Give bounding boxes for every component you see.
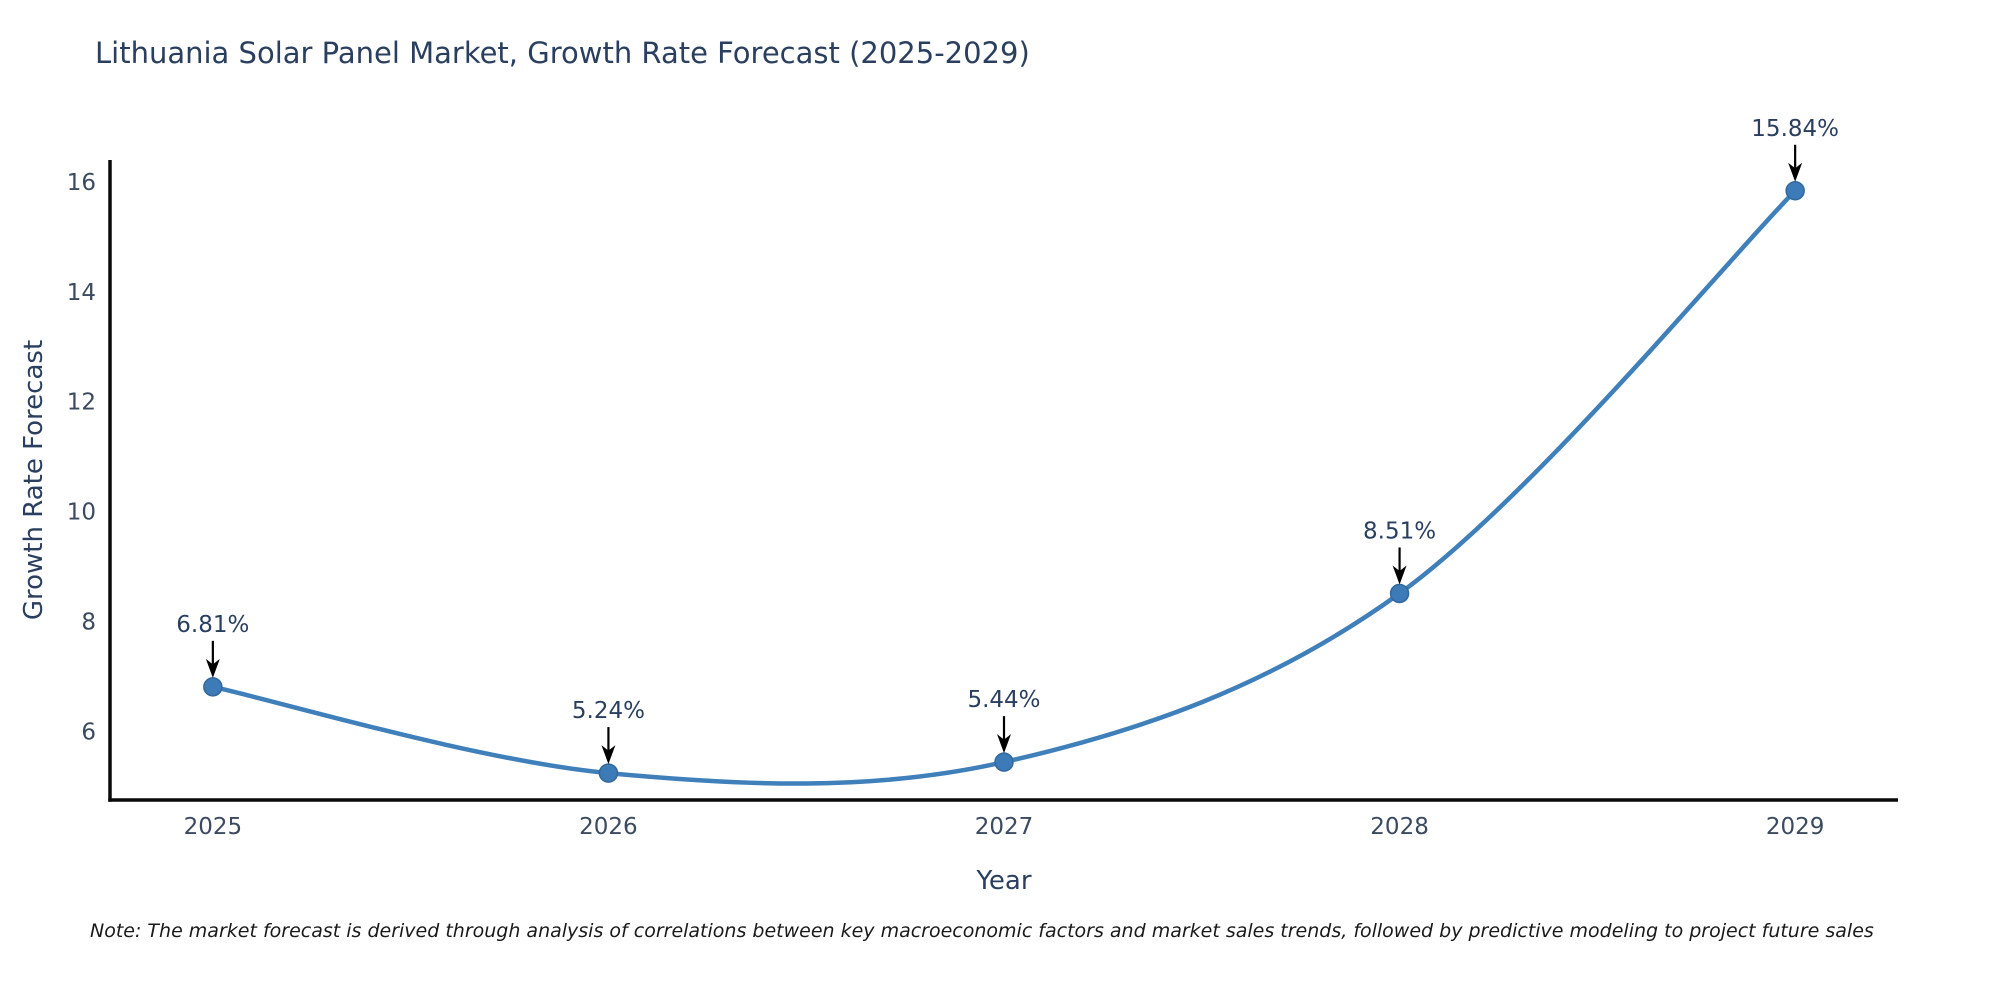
annotation-arrowhead bbox=[997, 734, 1011, 754]
y-tick-label: 8 bbox=[81, 609, 96, 635]
data-point-marker bbox=[1785, 181, 1805, 201]
y-tick-label: 6 bbox=[81, 719, 96, 745]
data-point-marker bbox=[994, 752, 1014, 772]
x-tick-label: 2025 bbox=[184, 814, 243, 840]
x-axis-title: Year bbox=[976, 866, 1032, 896]
data-point-marker bbox=[1389, 583, 1410, 604]
annotation-arrowhead bbox=[1392, 565, 1407, 585]
x-tick-label: 2028 bbox=[1370, 814, 1429, 840]
annotation-label: 5.44% bbox=[967, 687, 1040, 713]
footnote: Note: The market forecast is derived thr… bbox=[90, 920, 1874, 942]
annotation-label: 8.51% bbox=[1363, 518, 1436, 544]
annotation-label: 6.81% bbox=[176, 612, 249, 638]
y-tick-label: 14 bbox=[67, 280, 96, 306]
x-tick-label: 2027 bbox=[975, 814, 1034, 840]
annotation-label: 5.24% bbox=[572, 698, 645, 724]
data-point-marker bbox=[598, 763, 619, 783]
annotation-label: 15.84% bbox=[1751, 116, 1839, 142]
y-tick-label: 12 bbox=[67, 390, 96, 416]
x-tick-label: 2029 bbox=[1766, 814, 1825, 840]
y-tick-label: 10 bbox=[67, 500, 96, 526]
data-point-marker bbox=[203, 677, 223, 697]
trend-line bbox=[210, 188, 1798, 786]
chart-title: Lithuania Solar Panel Market, Growth Rat… bbox=[95, 36, 1030, 70]
annotation-arrowhead bbox=[1788, 162, 1803, 182]
annotation-arrowhead bbox=[601, 745, 616, 765]
y-tick-label: 16 bbox=[67, 170, 96, 196]
annotation-arrowhead bbox=[205, 658, 220, 678]
x-tick-label: 2026 bbox=[579, 814, 638, 840]
